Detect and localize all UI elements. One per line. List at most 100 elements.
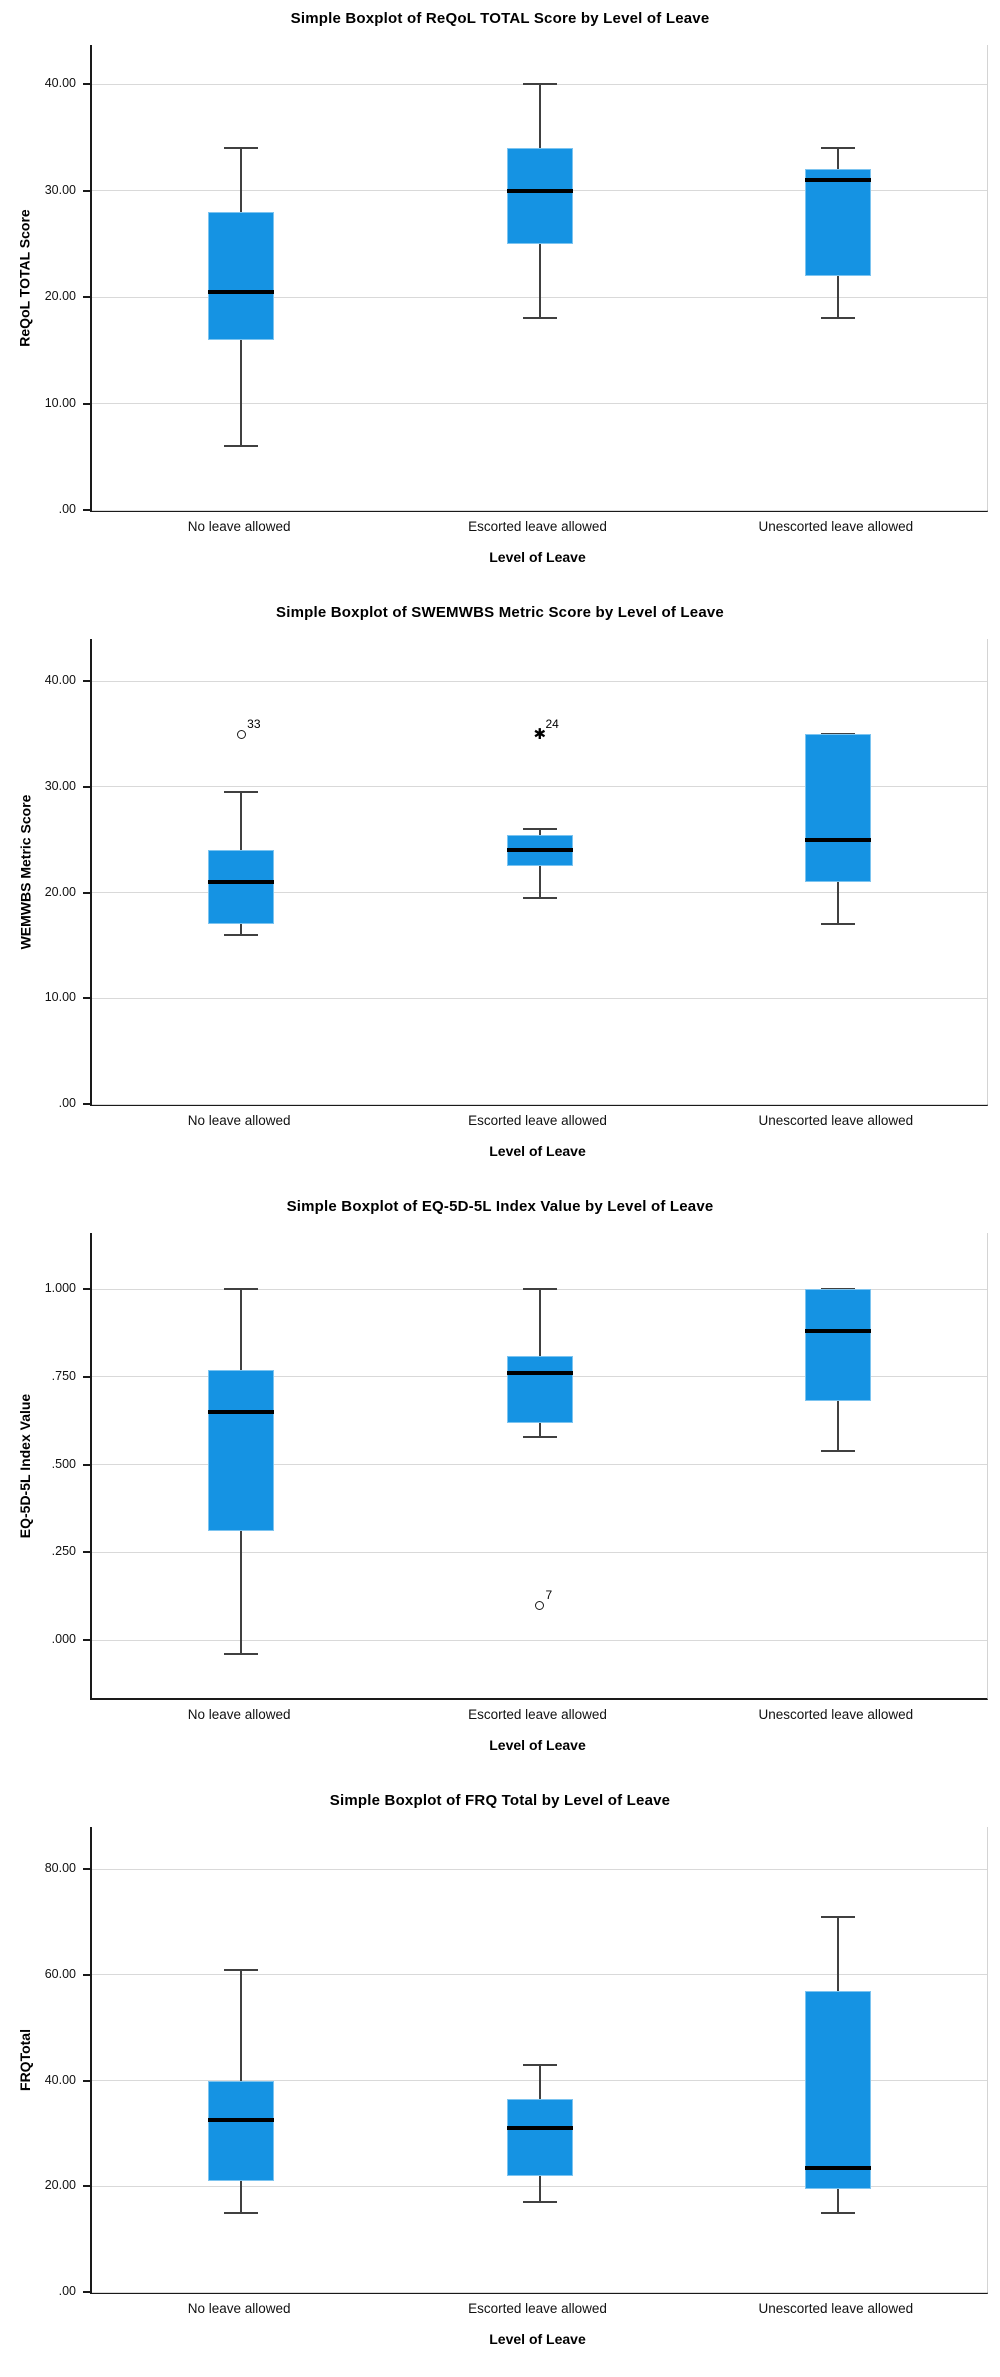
lower-whisker-cap (522, 896, 557, 899)
plot-area: 33 ✱ 24 (90, 639, 988, 1106)
chart-title: Simple Boxplot of SWEMWBS Metric Score b… (276, 604, 724, 621)
y-tick-label: 10.00 (44, 990, 76, 1005)
outlier-case-label: 33 (247, 717, 261, 732)
median-line (804, 178, 871, 183)
y-axis-title: WEMWBS Metric Score (17, 794, 33, 949)
y-axis-tick (83, 83, 90, 86)
category-label: Unescorted leave allowed (758, 1113, 914, 1128)
lower-whisker-cap (820, 2211, 855, 2214)
upper-whisker (836, 1916, 839, 1991)
x-axis-title: Level of Leave (489, 2331, 586, 2347)
lower-whisker-cap (522, 2201, 557, 2204)
box-iqr (208, 1369, 275, 1532)
plot-area (90, 45, 988, 512)
chart-title: Simple Boxplot of EQ-5D-5L Index Value b… (286, 1198, 714, 1215)
category-label: Escorted leave allowed (468, 2301, 607, 2316)
y-axis-tick (83, 785, 90, 788)
y-tick-label: 20.00 (44, 289, 76, 304)
y-axis-title: ReQoL TOTAL Score (17, 208, 33, 347)
x-category-labels: No leave allowed Escorted leave allowed Un… (90, 2301, 985, 2316)
lower-whisker (538, 243, 541, 319)
lower-whisker-cap (522, 317, 557, 320)
chart-title: Simple Boxplot of FRQ Total by Level of … (329, 1792, 671, 1809)
y-axis-tick (83, 402, 90, 405)
upper-whisker-cap (224, 1288, 259, 1291)
box-iqr (506, 2099, 573, 2176)
y-axis-tick (83, 189, 90, 192)
upper-whisker-cap (224, 147, 259, 150)
category-label: No leave allowed (187, 1113, 291, 1128)
x-axis-title: Level of Leave (489, 1737, 586, 1753)
lower-whisker-cap (820, 1449, 855, 1452)
y-tick-label: 20.00 (44, 884, 76, 899)
median-line (506, 1371, 573, 1376)
box-iqr (506, 1355, 573, 1423)
upper-whisker-cap (522, 1288, 557, 1291)
upper-whisker-cap (522, 828, 557, 831)
upper-whisker (538, 2064, 541, 2100)
lower-whisker-cap (522, 1435, 557, 1438)
x-category-labels: No leave allowed Escorted leave allowed Un… (90, 1707, 985, 1722)
median-line (208, 2118, 275, 2123)
y-tick-label: .500 (51, 1456, 76, 1471)
y-tick-label: 80.00 (44, 1861, 76, 1876)
outlier-circle-marker (236, 729, 246, 739)
category-label: Escorted leave allowed (468, 1113, 607, 1128)
y-tick-label: .000 (51, 1632, 76, 1647)
chart-title: Simple Boxplot of ReQoL TOTAL Score by L… (290, 10, 710, 27)
lower-whisker (836, 2188, 839, 2213)
gridline (92, 680, 987, 682)
category-label: Unescorted leave allowed (758, 2301, 914, 2316)
boxplot-chart-eq5d5l: Simple Boxplot of EQ-5D-5L Index Value b… (0, 1188, 1000, 1782)
upper-whisker (240, 1289, 243, 1370)
lower-whisker-cap (224, 2211, 259, 2214)
y-tick-label: .750 (51, 1368, 76, 1383)
box-iqr (804, 169, 871, 276)
gridline (92, 1974, 987, 1976)
y-axis-tick (83, 1103, 90, 1105)
y-axis-tick (83, 997, 90, 1000)
upper-whisker (538, 829, 541, 835)
outlier-case-label: 24 (545, 717, 559, 732)
gridline (92, 786, 987, 788)
median-line (208, 1409, 275, 1414)
median-line (506, 2126, 573, 2131)
boxplot-chart-frq: Simple Boxplot of FRQ Total by Level of … (0, 1782, 1000, 2376)
upper-whisker-cap (522, 2063, 557, 2066)
median-line (208, 880, 275, 885)
gridline (92, 1639, 987, 1641)
upper-whisker-cap (224, 791, 259, 794)
boxplot-chart-reqol: Simple Boxplot of ReQoL TOTAL Score by L… (0, 0, 1000, 594)
box-iqr (804, 1990, 871, 2189)
boxplot-chart-swemwbs: Simple Boxplot of SWEMWBS Metric Score b… (0, 594, 1000, 1188)
upper-whisker (538, 1289, 541, 1356)
category-label: No leave allowed (187, 519, 291, 534)
lower-whisker (538, 866, 541, 898)
lower-whisker (836, 275, 839, 319)
lower-whisker (836, 1401, 839, 1451)
gridline (92, 1551, 987, 1553)
lower-whisker-cap (224, 445, 259, 448)
y-axis-tick (83, 2079, 90, 2082)
y-axis-tick (83, 1973, 90, 1976)
x-category-labels: No leave allowed Escorted leave allowed Un… (90, 519, 985, 534)
lower-whisker-cap (224, 1653, 259, 1656)
median-line (208, 289, 275, 294)
y-axis-tick (83, 2291, 90, 2293)
upper-whisker-cap (820, 147, 855, 150)
upper-whisker (836, 148, 839, 170)
upper-whisker-cap (224, 1968, 259, 1971)
median-line (804, 837, 871, 842)
gridline (92, 1464, 987, 1466)
y-tick-label: 20.00 (44, 2178, 76, 2193)
plot-area: 7 (90, 1233, 988, 1700)
category-label: No leave allowed (187, 1707, 291, 1722)
y-axis-tick (83, 296, 90, 299)
box-iqr (506, 148, 573, 244)
y-tick-label: .250 (51, 1544, 76, 1559)
y-tick-label: 1.000 (44, 1281, 76, 1296)
y-tick-label: 30.00 (44, 778, 76, 793)
gridline (92, 403, 987, 405)
box-iqr (804, 1289, 871, 1402)
gridline (92, 509, 987, 511)
